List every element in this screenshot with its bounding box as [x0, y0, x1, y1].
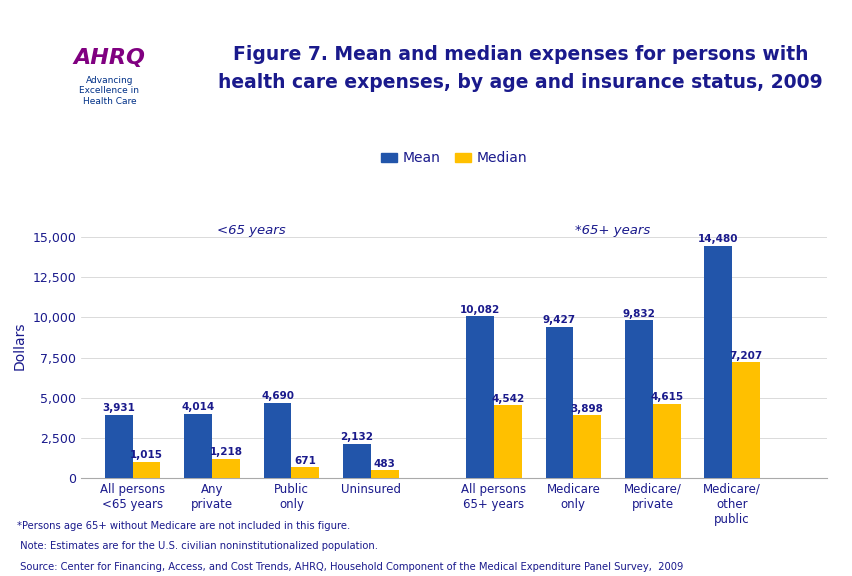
- Bar: [184, 414, 212, 478]
- Text: 7,207: 7,207: [728, 351, 762, 361]
- Text: 10,082: 10,082: [459, 305, 499, 314]
- Text: AHRQ: AHRQ: [73, 48, 145, 69]
- Text: *Persons age 65+ without Medicare are not included in this figure.: *Persons age 65+ without Medicare are no…: [17, 521, 350, 531]
- Bar: [343, 444, 371, 478]
- Text: Figure 7. Mean and median expenses for persons with
health care expenses, by age: Figure 7. Mean and median expenses for p…: [218, 45, 821, 92]
- Y-axis label: Dollars: Dollars: [13, 321, 26, 370]
- Text: Note: Estimates are for the U.S. civilian noninstitutionalized population.: Note: Estimates are for the U.S. civilia…: [17, 541, 377, 551]
- Bar: [625, 320, 652, 478]
- Bar: [731, 362, 759, 478]
- Bar: [105, 415, 133, 478]
- Bar: [465, 316, 493, 478]
- Text: <65 years: <65 years: [217, 225, 285, 237]
- Text: 3,898: 3,898: [570, 404, 603, 414]
- Text: 1,218: 1,218: [210, 447, 242, 457]
- Bar: [573, 415, 601, 478]
- Bar: [212, 458, 239, 478]
- Bar: [133, 462, 160, 478]
- Text: 4,690: 4,690: [261, 391, 294, 401]
- Legend: Mean, Median: Mean, Median: [375, 146, 532, 171]
- Text: Advancing
Excellence in
Health Care: Advancing Excellence in Health Care: [79, 76, 139, 105]
- Text: *65+ years: *65+ years: [575, 225, 650, 237]
- Text: 1,015: 1,015: [130, 450, 163, 460]
- Bar: [371, 471, 398, 478]
- Bar: [652, 404, 680, 478]
- Bar: [263, 403, 291, 478]
- Bar: [545, 327, 573, 478]
- Text: 9,832: 9,832: [622, 309, 654, 319]
- Text: 671: 671: [294, 456, 316, 466]
- Text: Source: Center for Financing, Access, and Cost Trends, AHRQ, Household Component: Source: Center for Financing, Access, an…: [17, 562, 682, 571]
- Text: 483: 483: [373, 458, 395, 469]
- Text: 9,427: 9,427: [542, 315, 575, 325]
- Bar: [704, 245, 731, 478]
- Text: 4,542: 4,542: [491, 393, 524, 404]
- Text: 3,931: 3,931: [102, 403, 135, 414]
- Bar: [493, 405, 521, 478]
- Text: 14,480: 14,480: [697, 234, 738, 244]
- Bar: [291, 467, 319, 478]
- Text: 2,132: 2,132: [340, 432, 373, 442]
- Text: 4,615: 4,615: [649, 392, 682, 403]
- Text: 4,014: 4,014: [181, 402, 215, 412]
